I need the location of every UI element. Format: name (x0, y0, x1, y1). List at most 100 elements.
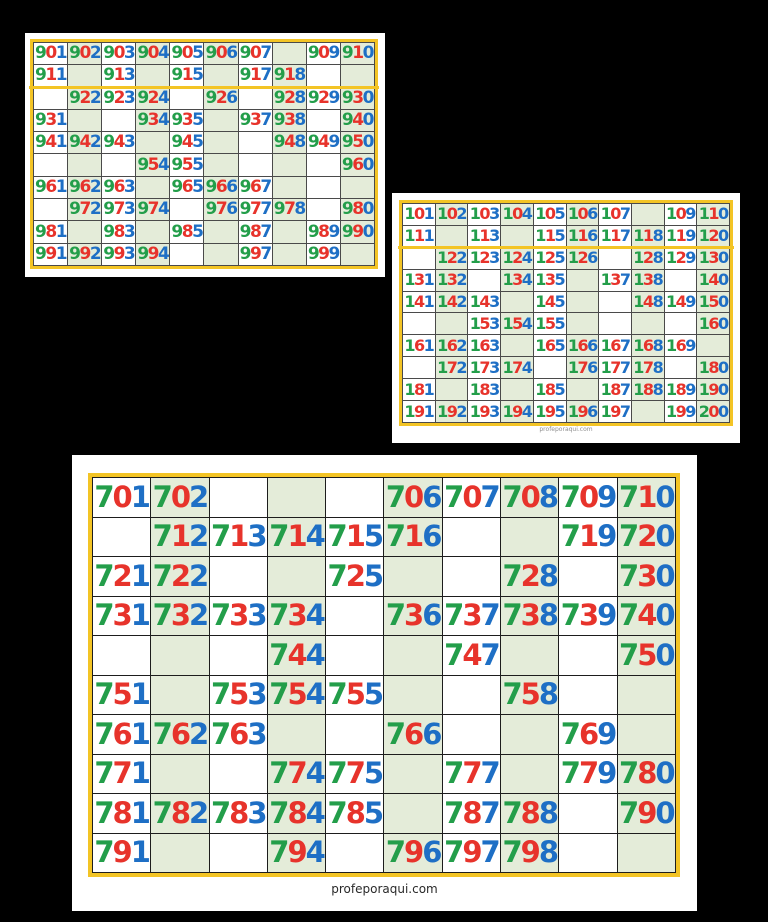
digit: 7 (345, 756, 366, 791)
digit: 8 (181, 221, 194, 242)
digit: 3 (112, 598, 133, 633)
digit: 0 (414, 204, 425, 224)
digit: 7 (152, 479, 173, 514)
digit: 2 (189, 519, 209, 554)
digit: 7 (147, 199, 160, 220)
digit: 7 (269, 756, 289, 791)
grid-cell-blank (272, 221, 306, 243)
digit: 1 (567, 226, 579, 246)
digit: 4 (521, 248, 533, 268)
digit: 7 (577, 357, 589, 377)
grid-cell-blank (204, 243, 238, 265)
digit: 8 (610, 379, 621, 399)
digit: 3 (170, 598, 191, 633)
digit: 7 (152, 598, 173, 633)
digit: 9 (341, 43, 354, 64)
grid-cell-blank (209, 478, 267, 517)
digit: 9 (273, 87, 286, 108)
digit: 3 (123, 221, 135, 242)
grid-cell-blank (272, 43, 306, 65)
grid-cell-blank (151, 636, 209, 675)
digit: 0 (717, 270, 729, 290)
digit: 4 (113, 132, 126, 153)
digit: 2 (698, 401, 710, 421)
digit: 0 (717, 379, 729, 399)
digit: 1 (567, 357, 579, 377)
digit: 4 (305, 677, 326, 712)
digit: 0 (362, 43, 374, 64)
digit: 3 (610, 270, 621, 290)
grid-cell-blank (326, 596, 384, 635)
digit: 3 (642, 270, 654, 290)
grid-cell-blank (204, 132, 238, 154)
digit: 4 (45, 132, 57, 153)
digit: 3 (352, 87, 364, 108)
digit: 9 (597, 716, 617, 751)
digit: 9 (69, 176, 81, 197)
digit: 8 (294, 87, 305, 108)
digit: 6 (642, 335, 654, 355)
digit: 0 (215, 43, 228, 64)
digit: 9 (328, 221, 340, 242)
digit: 0 (717, 292, 729, 312)
grid-cell-blank (617, 833, 675, 872)
digit: 3 (708, 248, 719, 268)
digit: 0 (655, 637, 675, 672)
digit: 5 (229, 677, 249, 712)
digit: 1 (437, 292, 448, 312)
digit: 1 (535, 379, 546, 399)
digit: 7 (619, 204, 631, 224)
digit: 7 (385, 519, 406, 554)
digit: 0 (610, 204, 621, 224)
digit: 8 (170, 795, 191, 830)
digit: 9 (352, 221, 364, 242)
digit: 1 (698, 226, 710, 246)
grid-cell-blank (501, 291, 533, 313)
digit: 1 (130, 795, 151, 830)
digit: 8 (538, 835, 559, 870)
digit: 3 (181, 110, 194, 131)
digit: 2 (79, 87, 91, 108)
digit: 5 (554, 401, 565, 421)
digit: 5 (192, 221, 203, 242)
digit: 9 (685, 401, 696, 421)
grid-cell-blank (238, 132, 272, 154)
digit: 4 (305, 598, 326, 633)
digit: 3 (462, 598, 482, 633)
digit: 9 (35, 65, 47, 86)
digit: 1 (55, 65, 67, 86)
digit: 4 (642, 292, 654, 312)
digit: 7 (502, 835, 522, 870)
digit: 1 (404, 379, 415, 399)
digit: 9 (708, 379, 719, 399)
digit: 1 (600, 335, 612, 355)
digit: 6 (113, 176, 126, 197)
digit: 4 (158, 43, 169, 64)
digit: 1 (600, 379, 612, 399)
digit: 7 (94, 677, 114, 712)
digit: 7 (444, 479, 464, 514)
digit: 6 (414, 335, 425, 355)
digit: 3 (45, 110, 57, 131)
digit: 3 (489, 401, 500, 421)
digit: 0 (717, 204, 729, 224)
grid-cell-blank (559, 557, 617, 596)
digit: 0 (362, 110, 374, 131)
digit: 0 (717, 313, 729, 333)
grid-cell-blank (559, 636, 617, 675)
digit: 0 (655, 598, 675, 633)
